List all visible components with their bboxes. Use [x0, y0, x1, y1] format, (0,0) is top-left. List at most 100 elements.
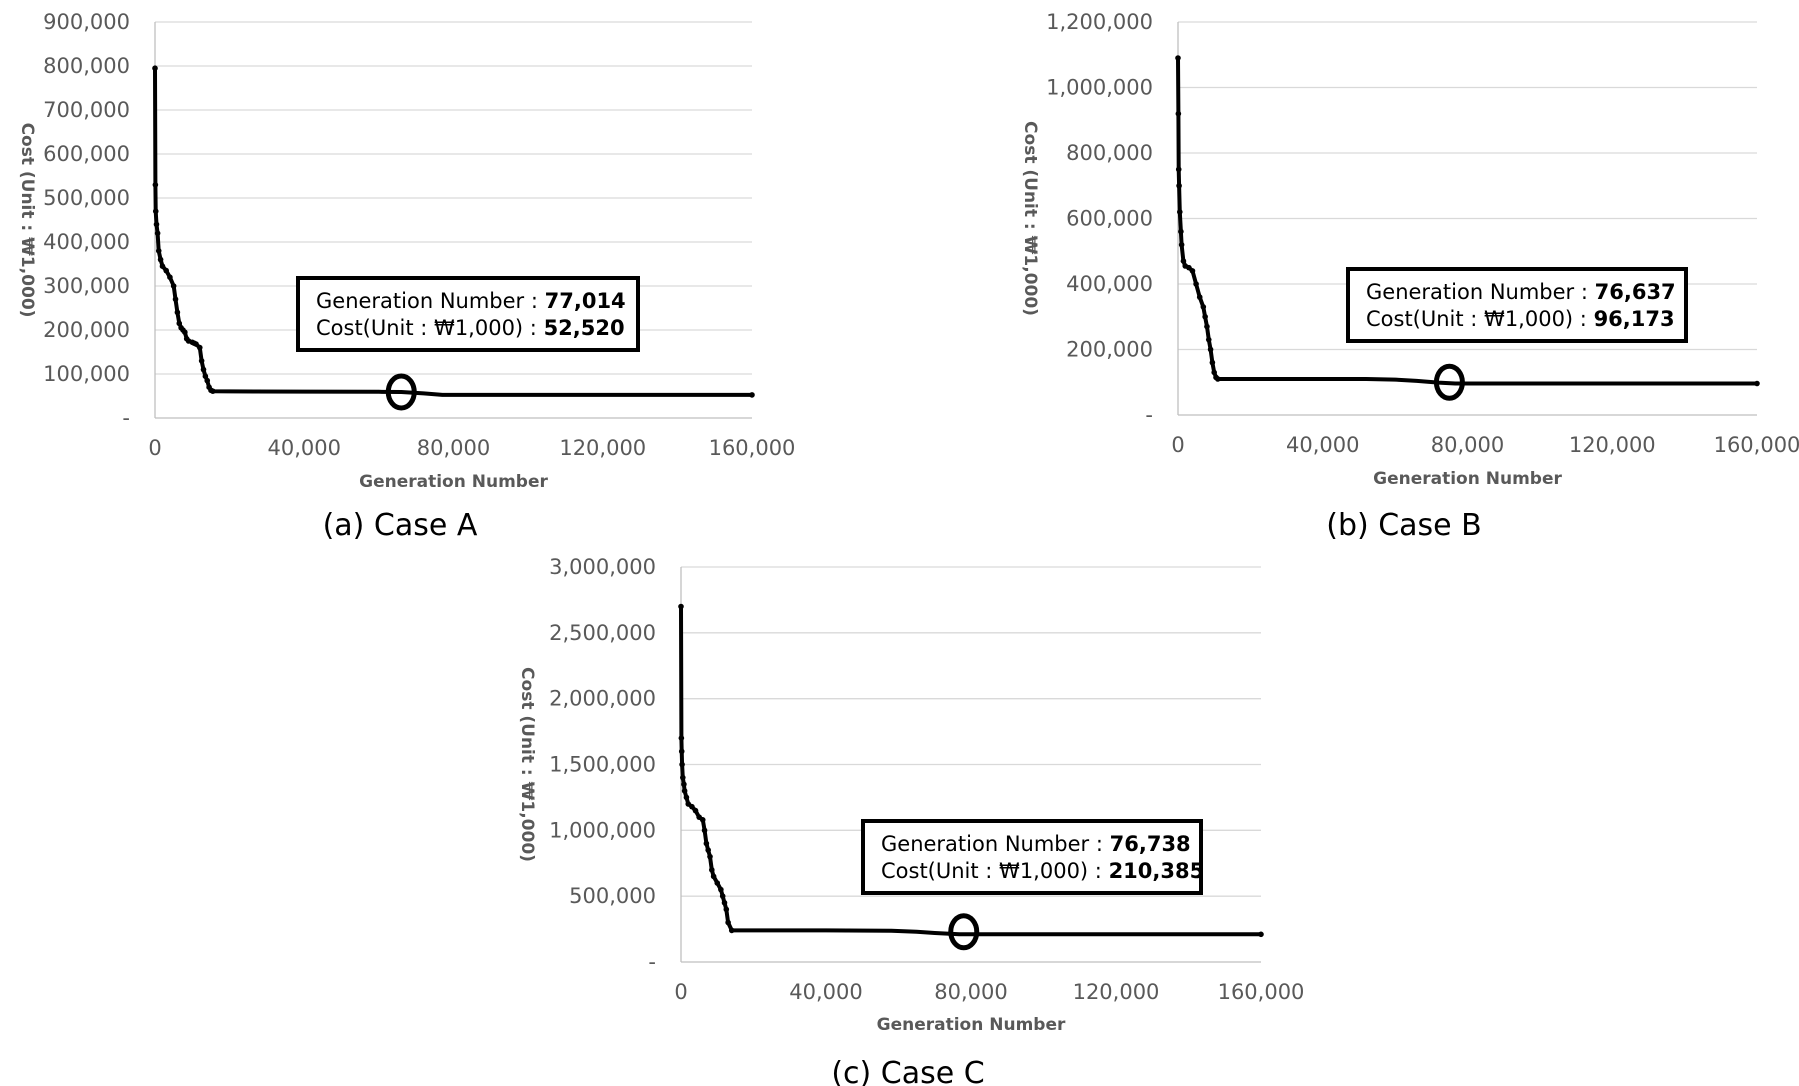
data-point: [1207, 346, 1214, 353]
y-axis-title-b: Cost (Unit : ₩1,000): [1020, 121, 1040, 316]
x-axis-title-c: Generation Number: [877, 1015, 1066, 1035]
y-tick-label: 600,000: [1066, 207, 1153, 231]
panel-b: - 200,000 400,000 600,000 800,000 1,000,000 1,…: [1020, 10, 1799, 543]
x-tick-label: 40,000: [268, 436, 341, 460]
y-tick-label: 900,000: [43, 10, 130, 34]
annotation-line1-label-b: Generation Number :: [1366, 280, 1595, 304]
y-tick-label: 2,500,000: [549, 621, 656, 645]
data-point: [725, 919, 731, 926]
data-point: [714, 880, 721, 886]
data-point: [204, 377, 211, 384]
data-point: [718, 886, 724, 893]
annotation-box-c: [861, 819, 1203, 895]
data-point: [1211, 369, 1217, 376]
data-point: [1196, 294, 1203, 300]
data-point: [1177, 209, 1183, 215]
data-point: [1175, 110, 1182, 117]
data-point: [678, 748, 685, 755]
data-point: [680, 774, 686, 781]
data-point: [1209, 359, 1216, 366]
data-point: [1202, 313, 1208, 320]
data-point: [1205, 336, 1212, 343]
y-tick-label: 200,000: [1066, 338, 1153, 362]
data-point: [705, 847, 711, 853]
data-point: [198, 358, 205, 364]
y-ticks-a: - 100,000 200,000 300,000 400,000 500,000 600,…: [43, 10, 130, 430]
data-point: [683, 794, 690, 801]
caption-b: (b) Case B: [1326, 508, 1482, 543]
panel-a: - 100,000 200,000 300,000 400,000 500,000 600,…: [17, 10, 795, 543]
data-point: [681, 788, 688, 794]
annotation-line2-value-b: 96,173: [1594, 307, 1675, 331]
x-tick-label: 0: [148, 436, 161, 460]
data-point: [182, 329, 188, 336]
x-tick-label: 0: [1171, 433, 1184, 457]
data-point: [170, 283, 177, 289]
data-point: [1215, 376, 1221, 382]
y-tick-label: 200,000: [43, 318, 130, 342]
y-tick-label: 400,000: [43, 230, 130, 254]
x-tick-label: 80,000: [1431, 433, 1504, 457]
data-point: [1178, 241, 1185, 248]
data-point: [1754, 380, 1760, 387]
y-tick-label: 1,200,000: [1046, 10, 1153, 34]
data-point: [163, 267, 169, 274]
y-ticks-b: - 200,000 400,000 600,000 800,000 1,000,000 1,…: [1046, 10, 1153, 427]
y-tick-label: -: [648, 950, 656, 974]
y-tick-label: 1,000,000: [1046, 76, 1153, 100]
annotation-line2-value-a: 52,520: [544, 316, 625, 340]
data-point: [196, 344, 203, 351]
y-tick-label: 700,000: [43, 98, 130, 122]
optimum-circle-a: [385, 373, 417, 411]
data-point: [193, 341, 199, 347]
annotation-line2-value-c: 210,385: [1109, 859, 1205, 883]
data-point: [172, 296, 179, 303]
optimum-circle-c: [948, 913, 980, 951]
x-tick-label: 120,000: [1569, 433, 1656, 457]
y-tick-label: 600,000: [43, 142, 130, 166]
annotation-line1-c: Generation Number : 76,738: [881, 832, 1191, 856]
y-tick-label: 300,000: [43, 274, 130, 298]
x-axis-title-a: Generation Number: [359, 472, 548, 492]
data-point: [154, 230, 161, 236]
x-axis-title-b: Generation Number: [1373, 469, 1562, 489]
x-tick-label: 160,000: [1218, 980, 1305, 1004]
data-point: [152, 65, 158, 71]
data-point: [721, 899, 728, 906]
y-ticks-c: - 500,000 1,000,000 1,500,000 2,000,000 2,500…: [549, 555, 656, 974]
data-point: [719, 893, 726, 899]
data-point: [699, 817, 706, 823]
data-point: [1176, 182, 1182, 189]
data-point: [1204, 323, 1210, 330]
data-point: [681, 781, 687, 788]
data-point: [155, 248, 162, 254]
x-tick-label: 120,000: [1073, 980, 1160, 1004]
data-point: [678, 603, 684, 610]
annotation-line1-value-c: 76,738: [1110, 832, 1191, 856]
x-tick-label: 0: [674, 980, 687, 1004]
y-tick-label: 800,000: [1066, 141, 1153, 165]
data-point: [157, 256, 164, 263]
y-tick-label: 2,000,000: [549, 687, 656, 711]
data-point: [1175, 55, 1181, 61]
panel-c: - 500,000 1,000,000 1,500,000 2,000,000 2,500…: [517, 555, 1304, 1086]
data-point: [689, 803, 695, 810]
y-tick-label: 3,000,000: [549, 555, 656, 579]
data-point: [1189, 268, 1196, 274]
data-point: [723, 906, 730, 913]
y-tick-label: 500,000: [569, 884, 656, 908]
annotation-line1-label-c: Generation Number :: [881, 832, 1110, 856]
annotation-line1-b: Generation Number : 76,637: [1366, 280, 1676, 304]
data-point: [701, 827, 708, 834]
x-ticks-b: 0 40,000 80,000 120,000 160,000: [1171, 433, 1799, 457]
data-point: [200, 366, 207, 373]
y-axis-title-a: Cost (Unit : ₩1,000): [17, 123, 37, 318]
x-ticks-c: 0 40,000 80,000 120,000 160,000: [674, 980, 1304, 1004]
x-tick-label: 40,000: [789, 980, 862, 1004]
annotation-line2-c: Cost(Unit : ₩1,000) : 210,385: [881, 859, 1204, 883]
data-point: [703, 840, 710, 847]
data-point: [152, 182, 159, 188]
annotation-box-a: [296, 276, 640, 352]
y-tick-label: 800,000: [43, 54, 130, 78]
